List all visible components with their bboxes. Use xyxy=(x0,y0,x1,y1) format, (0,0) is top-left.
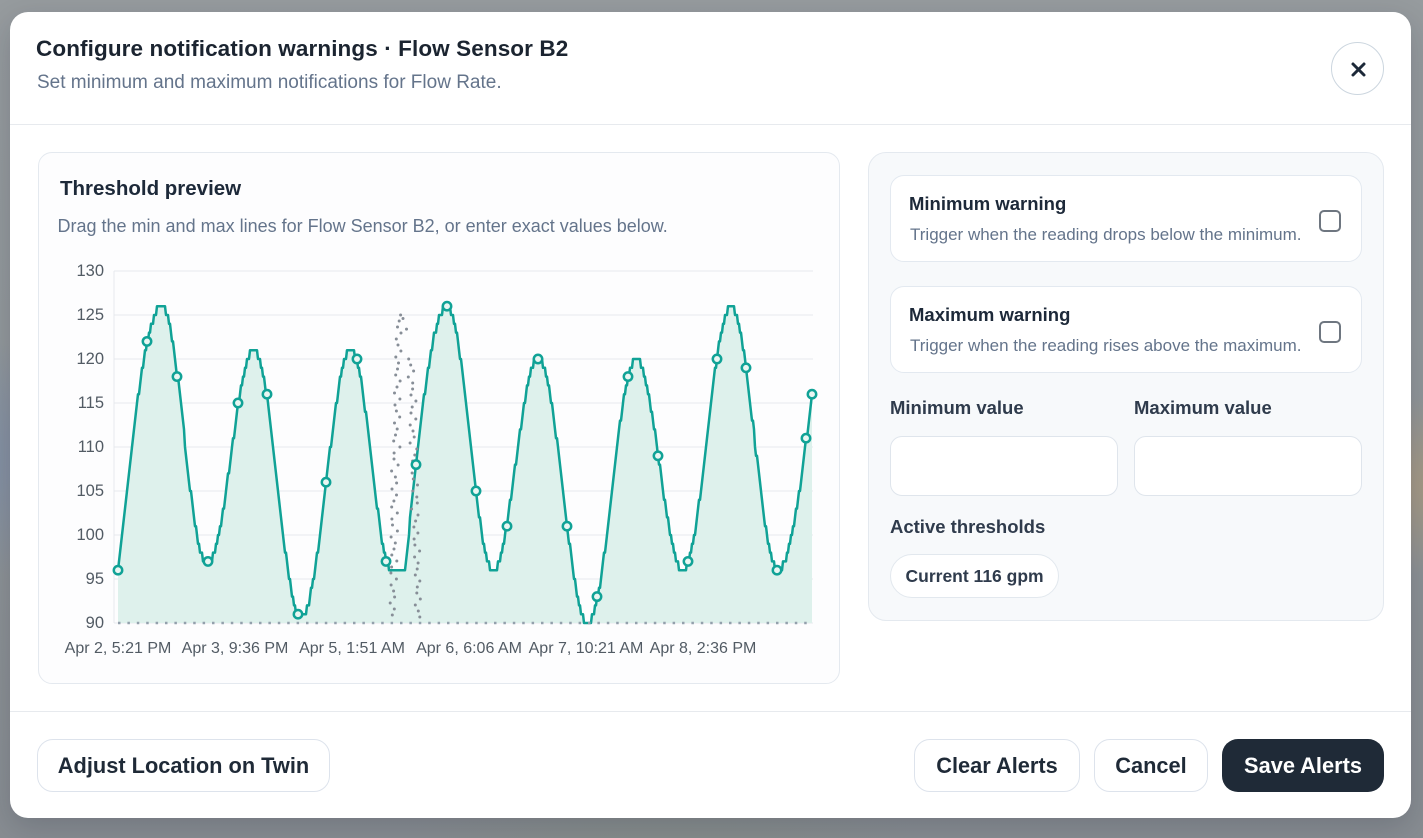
svg-text:Apr 3, 9:36 PM: Apr 3, 9:36 PM xyxy=(182,640,289,657)
svg-text:95: 95 xyxy=(86,570,104,588)
svg-text:105: 105 xyxy=(76,482,104,500)
svg-text:Apr 5, 1:51 AM: Apr 5, 1:51 AM xyxy=(299,640,405,657)
svg-text:130: 130 xyxy=(76,262,104,280)
svg-text:Apr 7, 10:21 AM: Apr 7, 10:21 AM xyxy=(529,640,644,657)
svg-text:115: 115 xyxy=(78,394,104,412)
svg-text:90: 90 xyxy=(86,614,104,632)
svg-text:110: 110 xyxy=(78,438,104,456)
svg-text:Apr 6, 6:06 AM: Apr 6, 6:06 AM xyxy=(416,640,522,657)
svg-text:120: 120 xyxy=(76,350,104,368)
svg-text:125: 125 xyxy=(76,306,104,324)
svg-text:Apr 8, 2:36 PM: Apr 8, 2:36 PM xyxy=(650,640,757,657)
svg-text:Apr 2, 5:21 PM: Apr 2, 5:21 PM xyxy=(65,640,172,657)
svg-text:100: 100 xyxy=(76,526,104,544)
